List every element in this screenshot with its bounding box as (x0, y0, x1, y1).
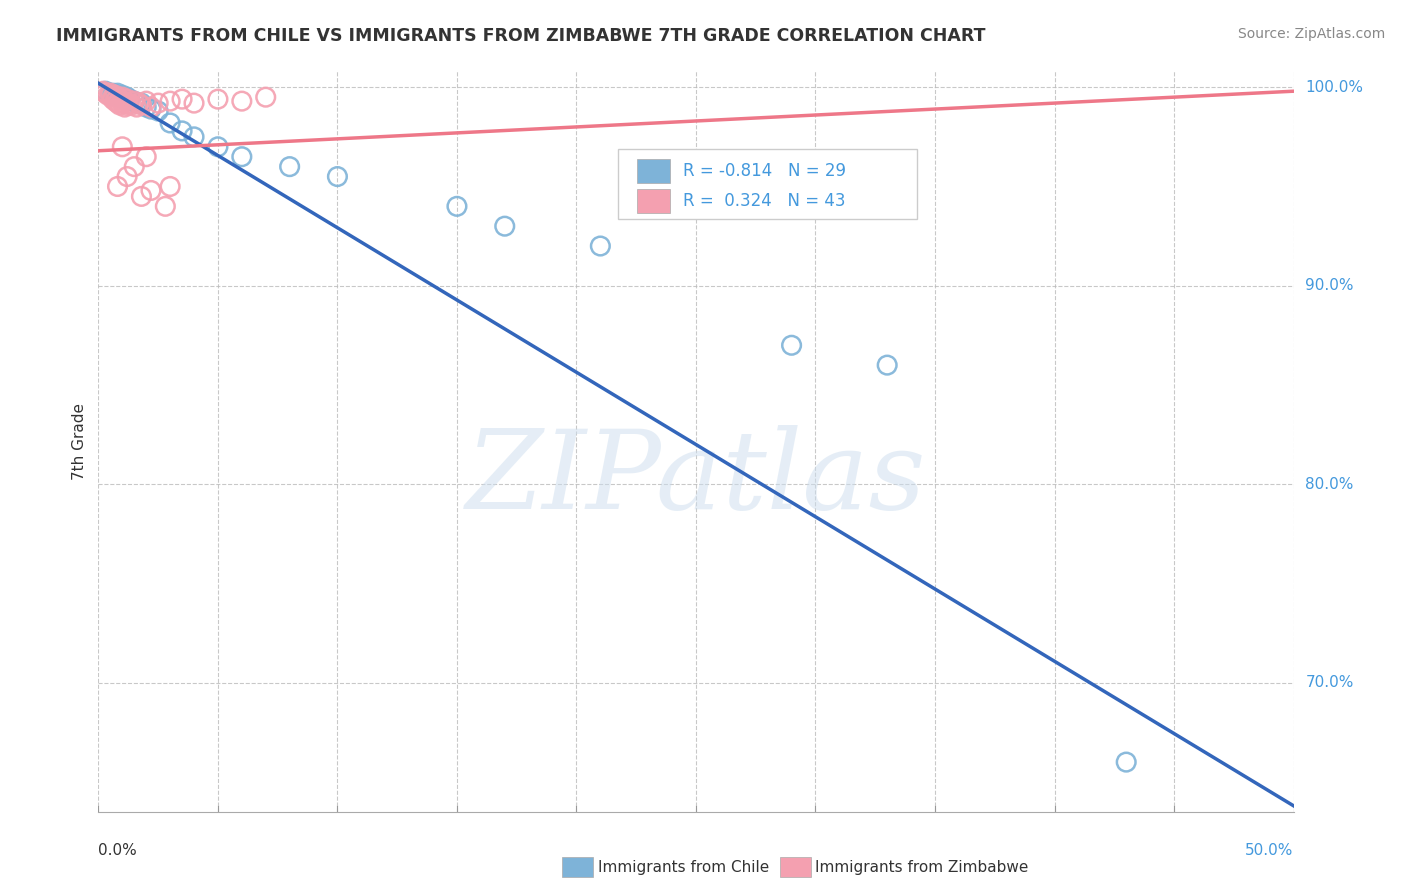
Text: IMMIGRANTS FROM CHILE VS IMMIGRANTS FROM ZIMBABWE 7TH GRADE CORRELATION CHART: IMMIGRANTS FROM CHILE VS IMMIGRANTS FROM… (56, 27, 986, 45)
Point (326, 169, 349, 184)
Point (94, 84, 117, 98)
Point (108, 92, 131, 106)
Text: 0.0%: 0.0% (98, 843, 138, 858)
Point (111, 90, 134, 104)
Point (231, 150, 253, 164)
Y-axis label: 7th Grade: 7th Grade (72, 403, 87, 480)
Point (111, 140, 134, 154)
Point (135, 94, 157, 108)
Point (183, 96, 205, 111)
Point (131, 96, 153, 111)
Point (254, 90, 277, 104)
Point (139, 184, 162, 198)
Point (231, 94, 253, 108)
Point (139, 102, 162, 116)
Point (108, 98, 131, 112)
Point (107, 90, 129, 104)
Point (115, 169, 138, 184)
Point (172, 124, 194, 138)
Point (124, 160, 146, 174)
Text: 80.0%: 80.0% (1306, 476, 1354, 491)
Text: 50.0%: 50.0% (1246, 843, 1294, 858)
Point (207, 140, 229, 154)
Text: Immigrants from Zimbabwe: Immigrants from Zimbabwe (815, 860, 1029, 874)
Text: 100.0%: 100.0% (1306, 79, 1364, 95)
Point (91, 84, 114, 98)
Point (98, 86, 122, 100)
Text: ZIPatlas: ZIPatlas (465, 425, 927, 533)
Point (115, 92, 138, 106)
Point (107, 86, 129, 100)
Text: R =  0.324   N = 43: R = 0.324 N = 43 (683, 192, 845, 210)
Point (101, 90, 124, 104)
Point (589, 239, 612, 253)
Point (121, 98, 143, 112)
Point (159, 94, 181, 108)
Point (135, 150, 157, 164)
Point (780, 338, 803, 352)
Point (114, 94, 136, 108)
Point (107, 179, 129, 194)
Point (104, 94, 127, 108)
Text: Source: ZipAtlas.com: Source: ZipAtlas.com (1237, 27, 1385, 41)
Point (114, 92, 136, 106)
Point (131, 98, 153, 112)
Point (104, 88, 127, 103)
Point (94, 86, 117, 100)
Point (108, 90, 131, 104)
Point (115, 98, 138, 112)
Point (876, 358, 898, 372)
Text: 90.0%: 90.0% (1306, 278, 1354, 293)
Point (125, 96, 148, 111)
Point (155, 199, 177, 213)
Point (114, 100, 136, 114)
Point (183, 129, 205, 144)
Point (104, 88, 127, 103)
Point (101, 86, 124, 100)
Point (97, 88, 120, 103)
Point (115, 90, 138, 104)
Point (131, 189, 153, 203)
Point (494, 219, 516, 234)
Point (207, 92, 229, 106)
Point (124, 94, 146, 108)
Point (128, 96, 150, 111)
Point (118, 96, 141, 111)
Point (172, 92, 194, 106)
Point (1115, 755, 1137, 769)
Point (124, 94, 146, 108)
Point (135, 100, 157, 114)
Point (159, 116, 181, 130)
Point (98, 88, 122, 103)
Point (148, 104, 170, 119)
Point (446, 199, 468, 213)
Point (148, 96, 170, 111)
Text: R = -0.814   N = 29: R = -0.814 N = 29 (683, 162, 846, 180)
Point (139, 100, 162, 114)
Point (107, 96, 129, 111)
Point (125, 100, 148, 114)
Point (118, 92, 141, 106)
Text: 70.0%: 70.0% (1306, 675, 1354, 690)
Point (111, 88, 134, 103)
Text: Immigrants from Chile: Immigrants from Chile (598, 860, 769, 874)
Point (159, 179, 181, 194)
Point (98, 88, 122, 103)
Point (111, 96, 134, 111)
Point (101, 92, 124, 106)
FancyBboxPatch shape (619, 149, 917, 219)
FancyBboxPatch shape (637, 160, 669, 183)
Point (278, 160, 301, 174)
FancyBboxPatch shape (637, 189, 669, 213)
